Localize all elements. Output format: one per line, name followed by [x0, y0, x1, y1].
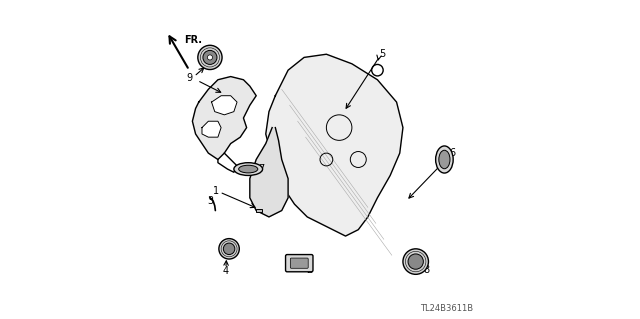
Text: 8: 8: [424, 264, 430, 275]
Circle shape: [223, 243, 235, 255]
Text: 9: 9: [186, 73, 192, 83]
Polygon shape: [266, 54, 403, 236]
Circle shape: [219, 239, 239, 259]
Polygon shape: [250, 128, 288, 217]
Text: 4: 4: [223, 266, 229, 276]
Text: 5: 5: [379, 49, 385, 59]
Circle shape: [198, 45, 222, 70]
Text: 6: 6: [449, 148, 456, 158]
Text: 1: 1: [213, 186, 220, 197]
Text: FR.: FR.: [184, 35, 202, 45]
Ellipse shape: [439, 150, 450, 169]
Text: TL24B3611B: TL24B3611B: [420, 304, 473, 313]
FancyBboxPatch shape: [291, 258, 308, 268]
Circle shape: [207, 55, 212, 60]
Polygon shape: [212, 96, 237, 115]
Polygon shape: [202, 121, 221, 137]
Bar: [256, 209, 262, 212]
Circle shape: [408, 254, 423, 269]
Ellipse shape: [436, 146, 453, 173]
Circle shape: [203, 50, 217, 64]
Circle shape: [403, 249, 428, 274]
Text: 2: 2: [307, 264, 313, 275]
Text: 7: 7: [258, 164, 264, 174]
Ellipse shape: [239, 165, 258, 173]
Polygon shape: [193, 77, 256, 160]
Text: 3: 3: [207, 196, 213, 206]
FancyBboxPatch shape: [285, 255, 313, 272]
Ellipse shape: [234, 163, 262, 175]
